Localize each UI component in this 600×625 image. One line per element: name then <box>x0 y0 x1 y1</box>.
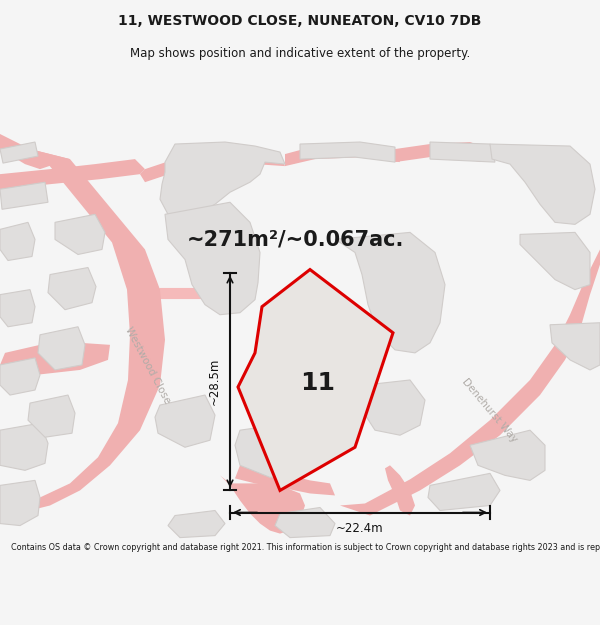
Polygon shape <box>155 395 215 448</box>
Polygon shape <box>550 322 600 370</box>
Polygon shape <box>48 268 96 310</box>
Polygon shape <box>285 144 400 166</box>
Polygon shape <box>490 144 595 224</box>
Text: 11: 11 <box>301 371 335 395</box>
Polygon shape <box>340 249 600 516</box>
Polygon shape <box>220 476 305 534</box>
Polygon shape <box>0 343 110 380</box>
Text: Westwood Close: Westwood Close <box>124 325 172 405</box>
Polygon shape <box>275 508 335 538</box>
Polygon shape <box>235 466 335 496</box>
Polygon shape <box>0 289 35 327</box>
Polygon shape <box>0 159 145 189</box>
Polygon shape <box>165 202 260 315</box>
Polygon shape <box>0 142 38 163</box>
Polygon shape <box>28 395 75 438</box>
Text: Map shows position and indicative extent of the property.: Map shows position and indicative extent… <box>130 47 470 59</box>
Polygon shape <box>300 142 395 162</box>
Polygon shape <box>520 232 590 289</box>
Text: ~28.5m: ~28.5m <box>208 357 221 404</box>
Polygon shape <box>0 149 165 521</box>
Text: ~271m²/~0.067ac.: ~271m²/~0.067ac. <box>187 229 404 249</box>
Polygon shape <box>428 473 500 511</box>
Text: Denehurst Way: Denehurst Way <box>460 376 520 444</box>
Polygon shape <box>55 214 105 254</box>
Polygon shape <box>235 420 330 478</box>
Polygon shape <box>385 466 415 516</box>
Polygon shape <box>335 232 445 353</box>
Polygon shape <box>0 222 35 261</box>
Polygon shape <box>362 380 425 435</box>
Text: ~22.4m: ~22.4m <box>336 522 384 535</box>
Polygon shape <box>430 142 495 162</box>
Polygon shape <box>395 142 490 162</box>
Polygon shape <box>238 269 393 491</box>
Polygon shape <box>168 511 225 538</box>
Polygon shape <box>140 152 285 182</box>
Polygon shape <box>0 134 70 169</box>
Polygon shape <box>0 481 40 526</box>
Polygon shape <box>0 358 40 395</box>
Polygon shape <box>470 430 545 481</box>
Polygon shape <box>160 142 285 222</box>
Text: 11, WESTWOOD CLOSE, NUNEATON, CV10 7DB: 11, WESTWOOD CLOSE, NUNEATON, CV10 7DB <box>118 14 482 28</box>
Polygon shape <box>38 327 85 370</box>
Polygon shape <box>0 182 48 209</box>
Polygon shape <box>0 423 48 471</box>
Text: Contains OS data © Crown copyright and database right 2021. This information is : Contains OS data © Crown copyright and d… <box>11 543 600 552</box>
